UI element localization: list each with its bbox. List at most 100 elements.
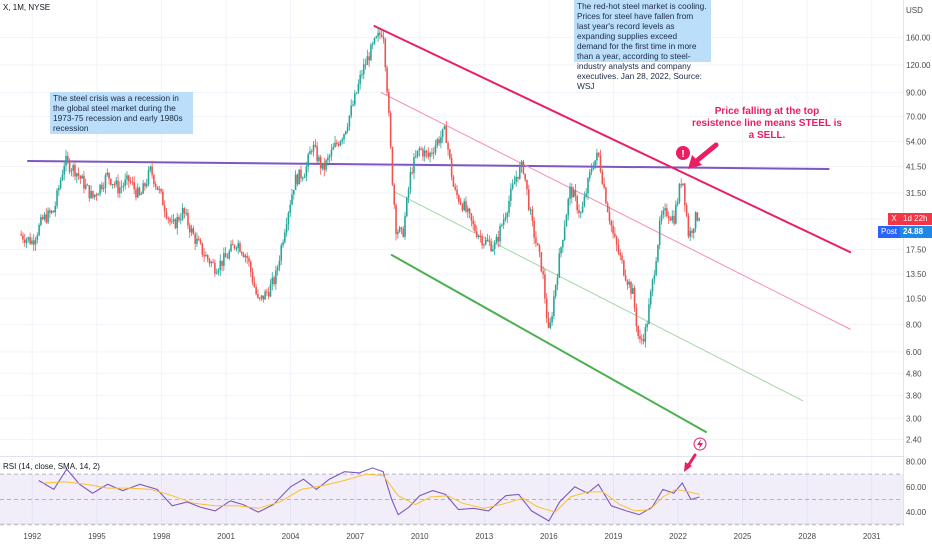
time-axis[interactable]: 1992 1995 1998 2001 2004 2007 2010 2013 2016 2019… <box>23 532 881 541</box>
candle-body <box>219 260 222 271</box>
candle-body <box>291 194 293 205</box>
candle-body <box>497 236 500 242</box>
candle-body <box>339 141 342 146</box>
candle-body <box>640 339 643 341</box>
candle-body <box>637 325 639 337</box>
candle-body <box>692 228 695 234</box>
candle-body <box>628 282 631 285</box>
candle-body <box>25 239 28 243</box>
candle-body <box>206 255 209 260</box>
candle-body <box>223 253 225 266</box>
candle-body <box>551 316 553 323</box>
price-tick-label: 17.50 <box>906 245 927 254</box>
svg-text:!: ! <box>681 149 684 160</box>
candle-body <box>242 253 245 258</box>
candle-body <box>418 148 421 151</box>
candle-body <box>289 204 292 213</box>
time-tick-label: 2019 <box>605 532 623 541</box>
candle-body <box>619 252 622 256</box>
rsi-indicator-title[interactable]: RSI (14, close, SMA, 14, 2) <box>3 462 100 471</box>
sell-callout[interactable]: Price falling at the top resistence line… <box>692 106 842 141</box>
candle-body <box>513 182 516 185</box>
candle-body <box>280 245 283 261</box>
steel-crisis-note[interactable]: The steel crisis was a recession in the … <box>50 92 193 134</box>
candle-body <box>694 212 697 229</box>
time-tick-label: 2022 <box>669 532 687 541</box>
candle-body <box>332 147 335 150</box>
candle-body <box>102 187 105 189</box>
candle-body <box>597 152 600 156</box>
candle-body <box>567 199 570 216</box>
candle-body <box>278 260 281 268</box>
price-tick-label: 41.50 <box>906 163 927 172</box>
candle-body <box>79 175 82 179</box>
candle-body <box>58 187 60 191</box>
candle-body <box>122 185 125 187</box>
wsj-note[interactable]: The red-hot steel market is cooling. Pri… <box>574 0 711 91</box>
candle-body <box>235 247 238 249</box>
time-tick-label: 2010 <box>411 532 429 541</box>
candle-body <box>240 251 243 254</box>
candle-body <box>99 184 101 194</box>
candle-body <box>364 64 367 66</box>
candle-body <box>483 244 485 246</box>
candle-body <box>630 282 632 294</box>
candle-body <box>136 187 139 198</box>
candle-body <box>258 297 261 299</box>
trend-line <box>26 160 830 170</box>
candle-body <box>201 243 204 255</box>
time-tick-label: 1998 <box>153 532 171 541</box>
candle-body <box>466 208 469 212</box>
candle-body <box>574 190 577 197</box>
chart-title[interactable]: X, 1M, NYSE <box>3 3 51 12</box>
candle-body <box>382 36 385 40</box>
candle-body <box>648 304 650 324</box>
warning-marker[interactable]: ! <box>676 146 690 160</box>
candle-body <box>617 244 620 253</box>
candle-body <box>649 291 652 305</box>
grid <box>0 0 904 523</box>
candle-body <box>614 233 616 237</box>
candle-body <box>197 238 200 241</box>
candle-body <box>174 219 177 229</box>
candle-body <box>31 240 33 244</box>
candle-body <box>267 292 270 297</box>
divergence-marker[interactable] <box>693 437 707 451</box>
candle-body <box>655 261 657 276</box>
candle-body <box>594 160 596 169</box>
candle-body <box>117 180 119 194</box>
price-axis[interactable]: 160.00120.0090.0070.0054.0041.5031.5024.… <box>906 33 931 444</box>
candle-body <box>23 239 26 243</box>
candle-body <box>230 244 232 252</box>
candle-body <box>199 240 202 244</box>
candle-body <box>330 149 333 156</box>
candle-body <box>83 175 85 189</box>
candle-body <box>214 262 216 274</box>
candle-body <box>495 236 498 244</box>
candle-body <box>411 172 413 174</box>
price-tick-label: 2.40 <box>906 436 922 445</box>
candle-body <box>612 225 614 234</box>
price-tick-label: 120.00 <box>906 61 931 70</box>
candle-body <box>156 186 159 190</box>
candle-body <box>601 171 604 184</box>
candle-body <box>533 220 535 238</box>
sell-arrow <box>688 142 719 169</box>
candle-body <box>47 210 49 223</box>
candle-body <box>515 176 518 183</box>
candle-body <box>113 184 116 186</box>
rsi-axis[interactable]: 80.00 60.00 40.00 <box>906 458 927 518</box>
candle-body <box>443 126 446 129</box>
candle-body <box>676 202 679 205</box>
candle-body <box>355 92 358 94</box>
candle-body <box>336 142 338 144</box>
candle-body <box>337 143 340 146</box>
candle-body <box>115 180 118 185</box>
candle-body <box>590 168 593 172</box>
candle-body <box>474 224 476 232</box>
candle-body <box>375 36 378 38</box>
candle-body <box>95 194 98 196</box>
candle-body <box>185 212 187 214</box>
candle-body <box>56 190 58 206</box>
